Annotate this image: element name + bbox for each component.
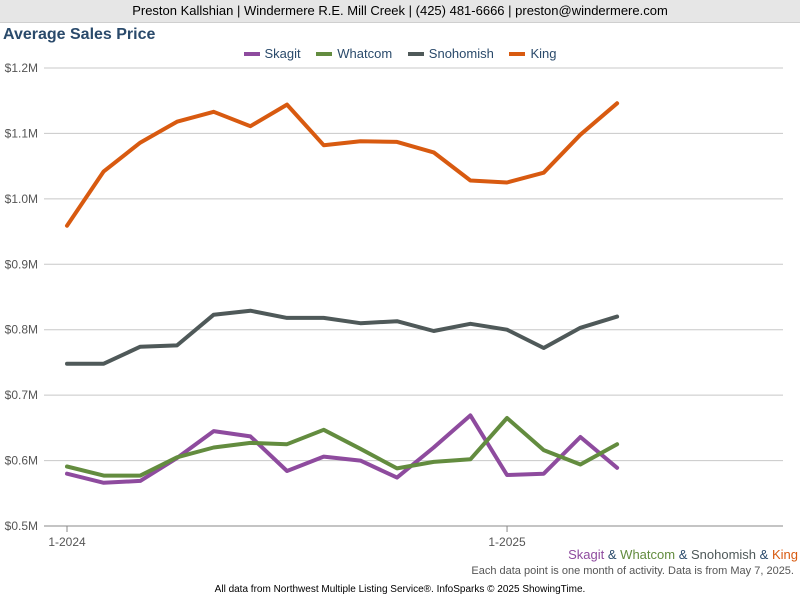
legend-swatch-king [509, 51, 526, 56]
legend-swatch-skagit [243, 51, 260, 56]
caption-snohomish: Snohomish [691, 547, 757, 562]
legend-label-king: King [530, 46, 557, 61]
y-tick-label: $0.5M [5, 519, 38, 533]
caption-skagit: Skagit [568, 547, 605, 562]
legend-item-skagit[interactable]: Skagit [243, 46, 301, 61]
series-line-snohomish [65, 308, 620, 366]
data-note: Each data point is one month of activity… [471, 565, 794, 577]
header-bar: Preston Kallshian | Windermere R.E. Mill… [0, 0, 800, 23]
series-line-skagit [65, 413, 620, 485]
caption-whatcom: Whatcom [620, 547, 676, 562]
y-tick-label: $0.7M [5, 388, 38, 402]
chart-title: Average Sales Price [3, 26, 156, 43]
legend-swatch-whatcom [316, 51, 333, 56]
x-tick-label: 1-2024 [48, 535, 86, 549]
series-line-whatcom [65, 416, 620, 478]
y-tick-label: $1.0M [5, 192, 38, 206]
legend-item-king[interactable]: King [509, 46, 557, 61]
caption-king: King [771, 547, 798, 562]
caption-separator: & [678, 547, 688, 562]
series-caption: Skagit & Whatcom & Snohomish & King [568, 547, 798, 562]
y-tick-label: $0.9M [5, 257, 38, 271]
legend: Skagit Whatcom Snohomish King [0, 46, 800, 61]
legend-swatch-snohomish [407, 51, 424, 56]
legend-item-whatcom[interactable]: Whatcom [316, 46, 392, 61]
y-tick-label: $1.1M [5, 126, 38, 140]
legend-label-snohomish: Snohomish [428, 46, 494, 61]
contact-info: Preston Kallshian | Windermere R.E. Mill… [132, 3, 668, 18]
legend-label-skagit: Skagit [264, 46, 301, 61]
series-line-king [65, 101, 620, 228]
caption-separator: & [607, 547, 617, 562]
y-tick-label: $1.2M [5, 61, 38, 75]
caption-separator: & [759, 547, 769, 562]
y-tick-label: $0.6M [5, 454, 38, 468]
footer-attribution: All data from Northwest Multiple Listing… [214, 584, 586, 595]
y-tick-label: $0.8M [5, 323, 38, 337]
x-tick-label: 1-2025 [488, 535, 526, 549]
legend-item-snohomish[interactable]: Snohomish [407, 46, 494, 61]
legend-label-whatcom: Whatcom [337, 46, 393, 61]
